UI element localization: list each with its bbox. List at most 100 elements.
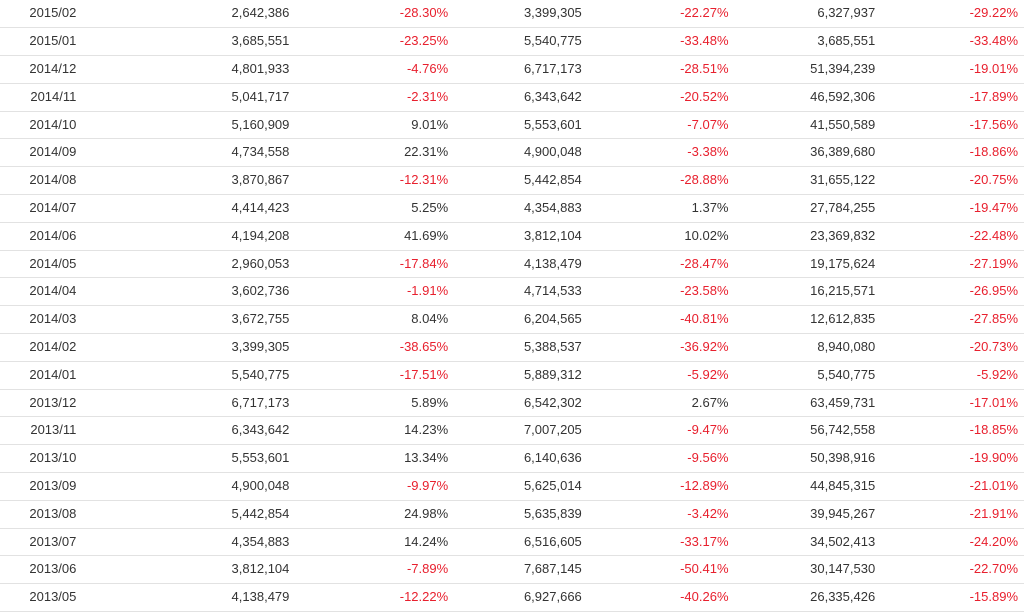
table-row: 2014/09 4,734,558 22.31% 4,900,048 -3.38% 36,…	[0, 138, 1024, 168]
cumulative-change-cell: -17.56%	[875, 111, 1024, 140]
change-2-cell: -22.27%	[581, 0, 729, 29]
cumulative-value-cell: 5,540,775	[728, 361, 876, 390]
cumulative-change-cell: -22.70%	[875, 555, 1024, 585]
change-2-cell: -40.26%	[581, 583, 729, 612]
value-2-cell: 3,812,104	[448, 222, 582, 251]
table-row: 2013/10 5,553,601 13.34% 6,140,636 -9.56% 50,…	[0, 444, 1024, 474]
value-1-cell: 4,900,048	[78, 472, 290, 501]
value-2-cell: 4,138,479	[448, 250, 582, 279]
month-cell: 2014/09	[0, 138, 79, 168]
change-2-cell: -33.17%	[581, 528, 729, 557]
value-1-cell: 6,717,173	[78, 389, 290, 418]
change-1-cell: 13.34%	[289, 444, 449, 474]
cumulative-value-cell: 56,742,558	[728, 416, 876, 446]
month-cell: 2014/11	[0, 83, 79, 112]
table-row: 2014/05 2,960,053 -17.84% 4,138,479 -28.47% 1…	[0, 250, 1024, 279]
change-1-cell: 41.69%	[289, 222, 449, 251]
table-row: 2013/06 3,812,104 -7.89% 7,687,145 -50.41% 30…	[0, 555, 1024, 585]
month-cell: 2014/01	[0, 361, 79, 390]
value-2-cell: 5,388,537	[448, 333, 582, 362]
cumulative-value-cell: 44,845,315	[728, 472, 876, 501]
table-row: 2013/11 6,343,642 14.23% 7,007,205 -9.47% 56,…	[0, 416, 1024, 446]
value-2-cell: 5,635,839	[448, 500, 582, 529]
value-1-cell: 5,160,909	[78, 111, 290, 140]
month-cell: 2014/12	[0, 55, 79, 84]
cumulative-change-cell: -5.92%	[875, 361, 1024, 390]
change-1-cell: 22.31%	[289, 138, 449, 168]
value-2-cell: 5,553,601	[448, 111, 582, 140]
cumulative-change-cell: -18.86%	[875, 138, 1024, 168]
table-row: 2013/08 5,442,854 24.98% 5,635,839 -3.42% 39,…	[0, 500, 1024, 529]
value-1-cell: 4,801,933	[78, 55, 290, 84]
change-1-cell: -28.30%	[289, 0, 449, 29]
value-1-cell: 4,354,883	[78, 528, 290, 557]
cumulative-value-cell: 63,459,731	[728, 389, 876, 418]
change-2-cell: -9.56%	[581, 444, 729, 474]
value-2-cell: 6,927,666	[448, 583, 582, 612]
change-2-cell: -28.47%	[581, 250, 729, 279]
month-cell: 2014/08	[0, 166, 79, 196]
table-row: 2014/07 4,414,423 5.25% 4,354,883 1.37% 27,78…	[0, 194, 1024, 223]
month-cell: 2013/11	[0, 416, 79, 446]
change-1-cell: 24.98%	[289, 500, 449, 529]
cumulative-value-cell: 6,327,937	[728, 0, 876, 29]
value-2-cell: 6,343,642	[448, 83, 582, 112]
month-cell: 2013/12	[0, 389, 79, 418]
value-1-cell: 2,642,386	[78, 0, 290, 29]
change-1-cell: 14.23%	[289, 416, 449, 446]
change-1-cell: -4.76%	[289, 55, 449, 84]
change-1-cell: -23.25%	[289, 27, 449, 57]
value-1-cell: 4,734,558	[78, 138, 290, 168]
value-1-cell: 3,399,305	[78, 333, 290, 362]
change-1-cell: -9.97%	[289, 472, 449, 501]
value-2-cell: 7,007,205	[448, 416, 582, 446]
cumulative-value-cell: 12,612,835	[728, 305, 876, 335]
change-2-cell: -3.38%	[581, 138, 729, 168]
change-1-cell: 14.24%	[289, 528, 449, 557]
table-row: 2015/02 2,642,386 -28.30% 3,399,305 -22.27% 6…	[0, 0, 1024, 29]
change-2-cell: -23.58%	[581, 277, 729, 307]
table-row: 2014/02 3,399,305 -38.65% 5,388,537 -36.92% 8…	[0, 333, 1024, 362]
cumulative-change-cell: -15.89%	[875, 583, 1024, 612]
value-1-cell: 2,960,053	[78, 250, 290, 279]
cumulative-value-cell: 30,147,530	[728, 555, 876, 585]
value-2-cell: 6,717,173	[448, 55, 582, 84]
value-1-cell: 5,442,854	[78, 500, 290, 529]
change-2-cell: 10.02%	[581, 222, 729, 251]
value-2-cell: 7,687,145	[448, 555, 582, 585]
cumulative-value-cell: 23,369,832	[728, 222, 876, 251]
change-1-cell: -12.22%	[289, 583, 449, 612]
change-2-cell: 1.37%	[581, 194, 729, 223]
value-1-cell: 4,194,208	[78, 222, 290, 251]
value-2-cell: 4,714,533	[448, 277, 582, 307]
month-cell: 2013/09	[0, 472, 79, 501]
cumulative-value-cell: 8,940,080	[728, 333, 876, 362]
value-1-cell: 5,553,601	[78, 444, 290, 474]
value-2-cell: 5,889,312	[448, 361, 582, 390]
month-cell: 2014/04	[0, 277, 79, 307]
cumulative-change-cell: -18.85%	[875, 416, 1024, 446]
table-row: 2014/01 5,540,775 -17.51% 5,889,312 -5.92% 5,…	[0, 361, 1024, 390]
table-row: 2014/08 3,870,867 -12.31% 5,442,854 -28.88% 3…	[0, 166, 1024, 196]
change-2-cell: -3.42%	[581, 500, 729, 529]
cumulative-change-cell: -27.85%	[875, 305, 1024, 335]
change-1-cell: 5.25%	[289, 194, 449, 223]
change-1-cell: 5.89%	[289, 389, 449, 418]
cumulative-change-cell: -22.48%	[875, 222, 1024, 251]
change-2-cell: -20.52%	[581, 83, 729, 112]
value-2-cell: 5,442,854	[448, 166, 582, 196]
change-2-cell: -28.88%	[581, 166, 729, 196]
change-2-cell: -33.48%	[581, 27, 729, 57]
change-1-cell: -2.31%	[289, 83, 449, 112]
table-row: 2014/11 5,041,717 -2.31% 6,343,642 -20.52% 46…	[0, 83, 1024, 112]
value-1-cell: 3,812,104	[78, 555, 290, 585]
change-2-cell: -40.81%	[581, 305, 729, 335]
month-cell: 2015/02	[0, 0, 79, 29]
cumulative-change-cell: -20.75%	[875, 166, 1024, 196]
table-row: 2015/01 3,685,551 -23.25% 5,540,775 -33.48% 3…	[0, 27, 1024, 57]
value-2-cell: 5,540,775	[448, 27, 582, 57]
month-cell: 2013/07	[0, 528, 79, 557]
cumulative-value-cell: 46,592,306	[728, 83, 876, 112]
change-2-cell: -36.92%	[581, 333, 729, 362]
